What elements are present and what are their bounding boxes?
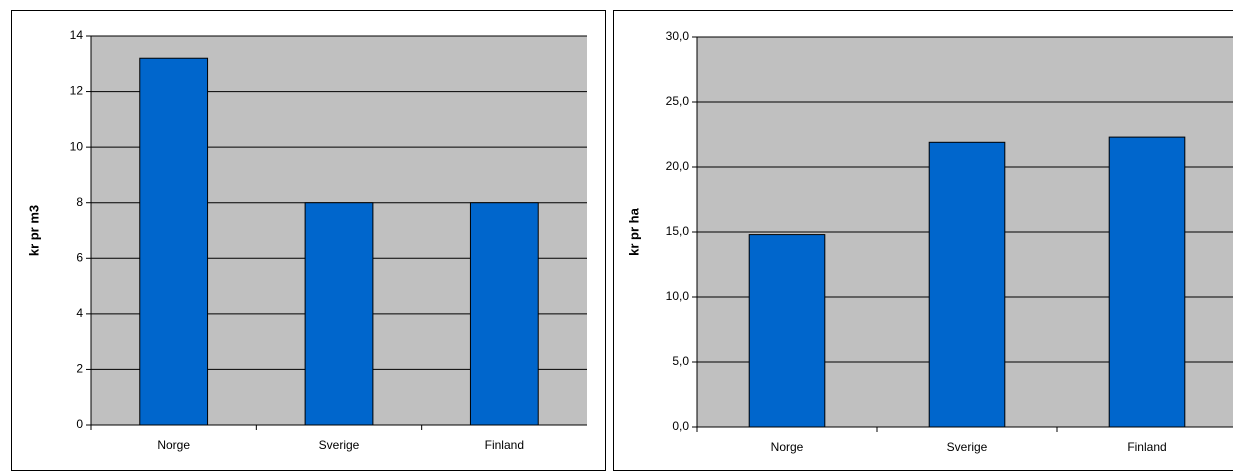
y-tick-label: 20,0 (666, 159, 690, 173)
bar (928, 141, 1006, 428)
bar (469, 202, 539, 426)
bar (748, 234, 826, 428)
y-tick-label: 0 (76, 417, 83, 431)
x-tick-label: Sverige (319, 438, 360, 452)
x-tick-label: Finland (1127, 440, 1166, 454)
x-tick-label: Finland (485, 438, 524, 452)
y-tick-label: 25,0 (666, 94, 690, 108)
x-tick-label: Norge (771, 440, 804, 454)
y-tick-label: 12 (70, 84, 84, 98)
x-tick-label: Norge (157, 438, 190, 452)
y-tick-label: 15,0 (666, 224, 690, 238)
y-tick-label: 4 (76, 306, 83, 320)
bar (1108, 136, 1186, 428)
y-axis-title: kr pr m3 (26, 205, 41, 256)
x-tick-label: Sverige (947, 440, 988, 454)
y-tick-label: 14 (70, 28, 84, 42)
bar (304, 202, 374, 426)
y-tick-label: 0,0 (672, 419, 689, 433)
y-tick-label: 10 (70, 139, 84, 153)
y-tick-label: 8 (76, 195, 83, 209)
y-tick-label: 5,0 (672, 354, 689, 368)
y-tick-label: 10,0 (666, 289, 690, 303)
y-axis-title: kr pr ha (626, 207, 641, 255)
y-tick-label: 6 (76, 250, 83, 264)
y-tick-label: 2 (76, 362, 83, 376)
y-tick-label: 30,0 (666, 29, 690, 43)
bar (139, 57, 209, 426)
